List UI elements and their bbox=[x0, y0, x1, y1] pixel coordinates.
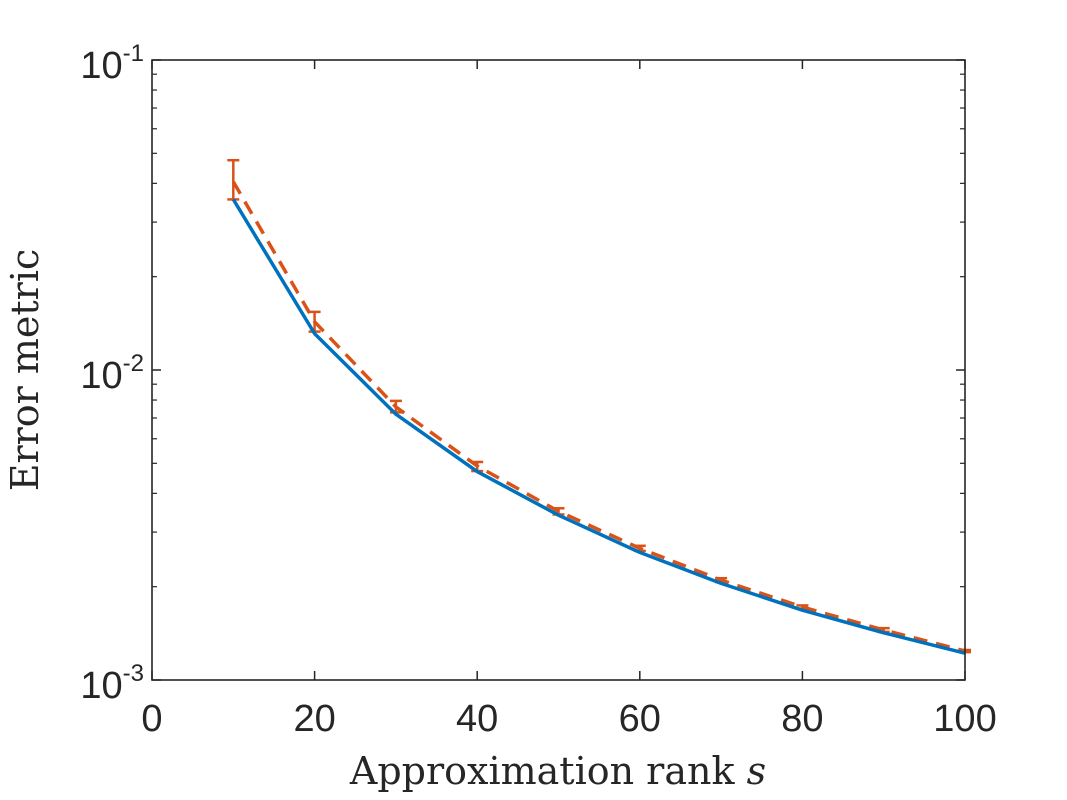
x-tick-label: 80 bbox=[781, 698, 823, 740]
plot-frame bbox=[151, 59, 966, 681]
y-tick-label: 10-1 bbox=[80, 40, 144, 87]
x-tick-label: 0 bbox=[141, 698, 162, 740]
x-tick-label: 100 bbox=[933, 698, 996, 740]
y-tick-base: 10 bbox=[80, 665, 122, 707]
x-tick-label: 20 bbox=[293, 698, 335, 740]
series-layer bbox=[227, 158, 971, 655]
y-minor-ticks bbox=[152, 73, 965, 588]
dashed-series-line bbox=[231, 180, 966, 653]
y-tick-label: 10-2 bbox=[80, 350, 144, 397]
x-tick-label: 40 bbox=[456, 698, 498, 740]
y-tick-exponent: -3 bbox=[123, 660, 144, 687]
x-tick-labels: 0 20 40 60 80 100 bbox=[141, 698, 996, 740]
x-axis-title: Approximation rank s bbox=[349, 749, 766, 793]
y-tick-base: 10 bbox=[80, 45, 122, 87]
plot-area bbox=[152, 60, 965, 680]
y-axis-title: Error metric bbox=[3, 249, 47, 492]
x-axis-symbol: s bbox=[747, 749, 767, 793]
y-tick-labels: 10-310-210-1 bbox=[80, 40, 144, 707]
x-tick-label: 60 bbox=[619, 698, 661, 740]
x-axis-label: Approximation rank bbox=[349, 749, 736, 793]
y-tick-label: 10-3 bbox=[80, 660, 144, 707]
y-tick-exponent: -1 bbox=[123, 40, 144, 67]
y-tick-base: 10 bbox=[80, 355, 122, 397]
y-tick-exponent: -2 bbox=[123, 350, 144, 377]
solid-series-line bbox=[231, 198, 966, 655]
